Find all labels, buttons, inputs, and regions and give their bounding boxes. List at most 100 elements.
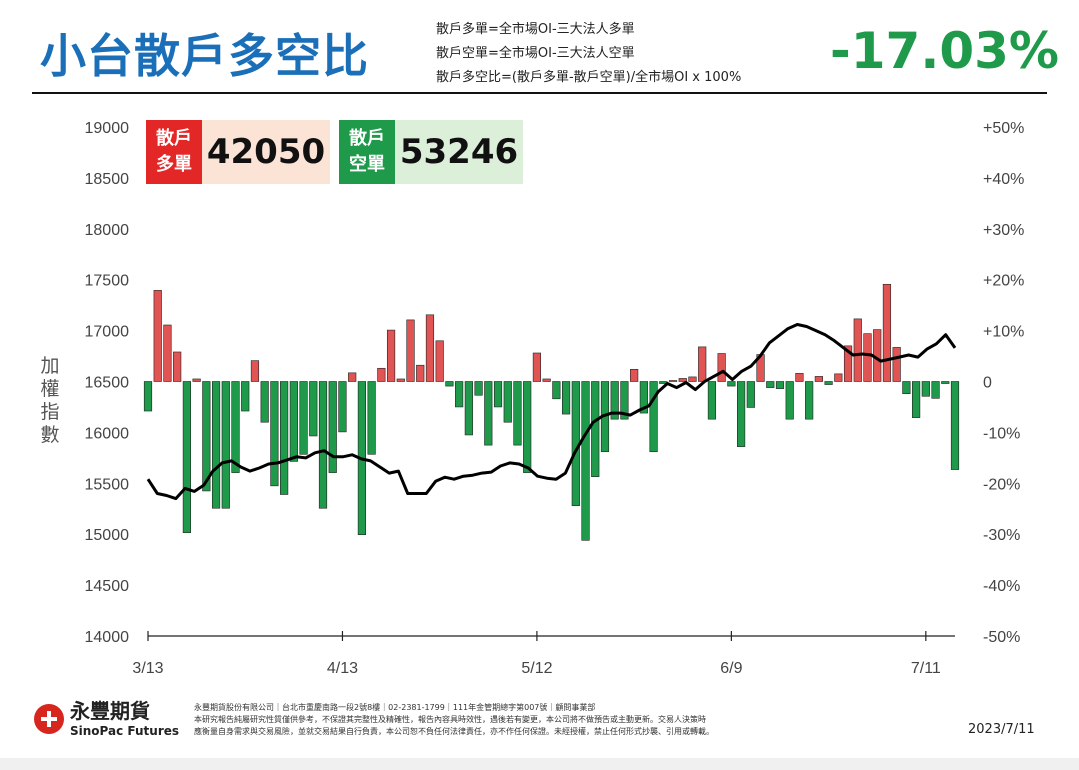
long-value: 42050 [202, 120, 330, 184]
definition-long: 散戶多單=全市場OI-三大法人多單 [436, 22, 635, 37]
x-tick-label: 7/11 [911, 660, 941, 677]
y-right-tick-label: +40% [983, 171, 1024, 188]
bar [824, 381, 833, 385]
y-right-tick-label: -10% [983, 425, 1020, 442]
bar [775, 381, 785, 389]
bar [853, 318, 862, 382]
sinopac-logo-icon [34, 704, 64, 734]
bar [474, 381, 483, 396]
bar [143, 381, 153, 412]
y-right-tick-label: 0 [983, 375, 992, 392]
bar [698, 346, 707, 382]
bar [493, 381, 503, 408]
y-right-tick-label: +30% [983, 222, 1024, 239]
bar [834, 373, 843, 382]
bar [717, 353, 726, 382]
bar [902, 381, 911, 395]
bar [630, 368, 639, 382]
bar [173, 351, 182, 382]
index-line [146, 323, 957, 501]
bar [805, 381, 814, 420]
bar [425, 314, 435, 382]
y-right-tick-label: +10% [983, 324, 1024, 341]
bar [591, 381, 600, 477]
y-left-tick-label: 16500 [85, 375, 130, 392]
long-tag-line1: 散戶 [156, 128, 192, 149]
y-right-tick-label: -30% [983, 527, 1020, 544]
logo-cn: 永豐期貨 [70, 699, 150, 723]
bar [620, 381, 629, 420]
bar [863, 333, 872, 382]
long-box: 散戶 多單 42050 [146, 120, 330, 184]
bar [348, 372, 357, 382]
bar [386, 329, 396, 382]
y-axis-label: 權 [40, 378, 59, 400]
bar [766, 381, 775, 388]
bar [260, 381, 269, 423]
bar [192, 378, 201, 382]
bar [513, 381, 522, 446]
bar [639, 381, 648, 414]
y-axis-label: 指 [40, 401, 59, 423]
bar [464, 381, 473, 436]
logo-en: SinoPac Futures [70, 724, 180, 738]
y-left-tick-label: 15500 [85, 476, 130, 493]
y-axis-label: 數 [40, 424, 59, 446]
bar [280, 381, 289, 495]
bar [892, 347, 901, 382]
y-left-tick-label: 19000 [85, 120, 130, 137]
bar [377, 367, 386, 382]
bar [270, 381, 279, 487]
bar [668, 380, 678, 382]
y-right-tick-label: +20% [983, 273, 1024, 290]
long-tag: 散戶 多單 [146, 120, 202, 184]
bar [396, 378, 405, 382]
long-tag-line2: 多單 [156, 154, 192, 175]
definition-ratio: 散戶多空比=(散戶多單-散戶空單)/全市場OI x 100% [436, 70, 742, 85]
bar [406, 319, 415, 382]
ratio-value: -17.03% [830, 22, 1060, 80]
short-box: 散戶 空單 53246 [339, 120, 523, 184]
y-left-tick-label: 18500 [85, 171, 130, 188]
y-right-tick-label: -40% [983, 578, 1020, 595]
bar [610, 381, 619, 420]
bar [843, 345, 853, 382]
short-tag-line1: 散戶 [349, 128, 385, 149]
header-divider [32, 92, 1047, 94]
bar [912, 381, 921, 418]
disclaimer: 永豐期貨股份有限公司｜台北市重慶南路一段2號8樓｜02-2381-1799｜11… [194, 702, 894, 738]
short-value: 53246 [395, 120, 523, 184]
y-left-tick-label: 18000 [85, 222, 130, 239]
bar [950, 381, 960, 470]
y-right-tick-label: +50% [983, 120, 1024, 137]
bar [795, 373, 804, 382]
short-tag: 散戶 空單 [339, 120, 395, 184]
footer-band [0, 758, 1079, 770]
bar [746, 381, 755, 408]
definition-short: 散戶空單=全市場OI-三大法人空單 [436, 46, 635, 61]
bar [785, 381, 794, 420]
x-tick-label: 5/12 [521, 660, 552, 677]
bar [231, 381, 240, 473]
bar [202, 381, 211, 492]
bar [503, 381, 512, 423]
bar [309, 381, 318, 437]
bar [941, 381, 950, 384]
y-right-tick-label: -20% [983, 476, 1020, 493]
bar [445, 381, 454, 387]
y-left-tick-label: 16000 [85, 425, 130, 442]
y-left-tick-label: 17000 [85, 324, 130, 341]
disclaimer-line-1: 本研究報告純屬研究性質僅供參考，不保證其完整性及精確性，報告內容具時效性，遇後若… [194, 715, 706, 724]
bar [211, 381, 221, 509]
company-line: 永豐期貨股份有限公司｜台北市重慶南路一段2號8樓｜02-2381-1799｜11… [194, 703, 596, 712]
bar [581, 381, 590, 541]
bar [455, 381, 464, 408]
bar [416, 364, 425, 382]
y-axis-label: 加 [40, 355, 59, 377]
bar [532, 352, 542, 382]
bar [931, 381, 940, 399]
definitions: 散戶多單=全市場OI-三大法人多單 散戶空單=全市場OI-三大法人空單 散戶多空… [436, 18, 741, 90]
bar [299, 381, 308, 455]
bar [678, 378, 687, 382]
bar [221, 381, 230, 509]
